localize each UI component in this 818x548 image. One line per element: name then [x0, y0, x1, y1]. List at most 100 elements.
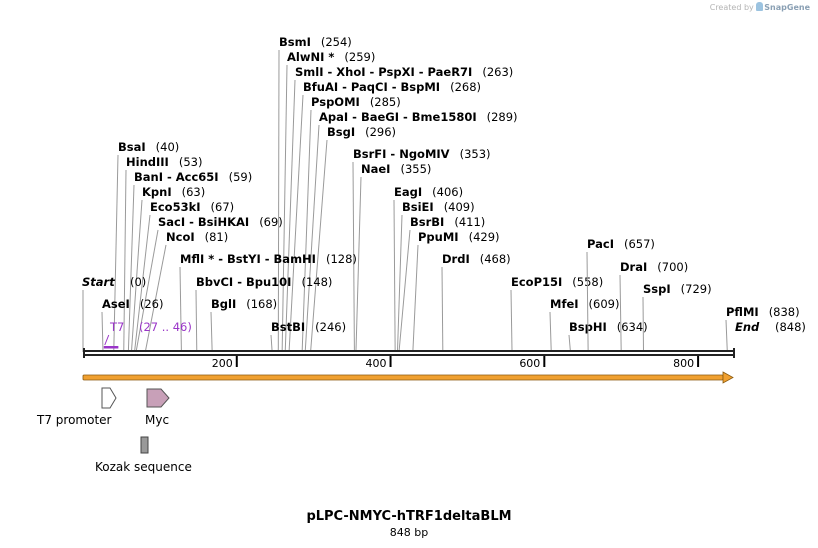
- site-name: BsrFI - NgoMIV: [353, 147, 450, 161]
- site-position: (26): [140, 297, 164, 311]
- feature-myc[interactable]: [146, 388, 170, 408]
- orf-bar: [82, 374, 724, 381]
- site-name: NcoI: [166, 230, 195, 244]
- restriction-site[interactable]: SacI - BsiHKAI (69): [158, 215, 283, 229]
- site-line: [123, 169, 127, 353]
- restriction-site[interactable]: NaeI (355): [361, 162, 431, 176]
- start-marker: Start (0): [82, 275, 146, 289]
- site-name: BsrBI: [410, 215, 444, 229]
- primer-t7[interactable]: T7 (27 .. 46): [103, 320, 192, 349]
- restriction-site[interactable]: PspOMI (285): [311, 95, 401, 109]
- site-name: BfuAI - PaqCI - BspMI: [303, 80, 440, 94]
- site-name: PpuMI: [418, 230, 459, 244]
- restriction-site[interactable]: MfeI (609): [550, 297, 619, 311]
- site-name: PflMI: [726, 305, 759, 319]
- backbone-bottom: [83, 354, 735, 356]
- site-position: (263): [482, 65, 513, 79]
- restriction-site[interactable]: BspHI (634): [569, 320, 648, 334]
- restriction-site[interactable]: EagI (406): [394, 185, 463, 199]
- site-position: (609): [589, 297, 620, 311]
- restriction-site[interactable]: BsgI (296): [327, 125, 396, 139]
- site-line: [510, 289, 513, 353]
- site-position: (168): [246, 297, 277, 311]
- site-name: NaeI: [361, 162, 390, 176]
- restriction-site[interactable]: DraI (700): [620, 260, 688, 274]
- restriction-site[interactable]: SspI (729): [643, 282, 712, 296]
- site-line: [568, 334, 571, 353]
- restriction-site[interactable]: Eco53kI (67): [150, 200, 234, 214]
- restriction-site[interactable]: BanI - Acc65I (59): [134, 170, 252, 184]
- site-line: [127, 184, 135, 353]
- restriction-site[interactable]: KpnI (63): [142, 185, 205, 199]
- site-line: [130, 199, 143, 353]
- site-name: BbvCI - Bpu10I: [196, 275, 291, 289]
- kozak-box-icon: [140, 436, 149, 454]
- site-position: (355): [400, 162, 431, 176]
- site-position: (409): [444, 200, 475, 214]
- restriction-site[interactable]: HindIII (53): [126, 155, 202, 169]
- restriction-site[interactable]: BsiEI (409): [402, 200, 475, 214]
- end-position: (848): [775, 320, 806, 334]
- start-label: Start: [82, 275, 115, 289]
- site-name: BsiEI: [402, 200, 434, 214]
- site-line: [393, 199, 396, 353]
- feature-label: Kozak sequence: [95, 460, 192, 474]
- end-label: End: [735, 320, 760, 334]
- restriction-site[interactable]: PacI (657): [587, 237, 655, 251]
- site-line: [586, 251, 589, 353]
- site-position: (268): [450, 80, 481, 94]
- restriction-site[interactable]: BsrBI (411): [410, 215, 485, 229]
- restriction-site[interactable]: NcoI (81): [166, 230, 228, 244]
- feature-kozak[interactable]: [140, 436, 149, 454]
- site-line: [277, 49, 280, 353]
- map-title: pLPC-NMYC-hTRF1deltaBLM: [306, 509, 512, 524]
- promoter-arrow-icon: [101, 387, 117, 409]
- restriction-site[interactable]: MflI * - BstYI - BamHI (128): [180, 252, 357, 266]
- orf-arrowhead: [722, 371, 734, 384]
- restriction-site[interactable]: DrdI (468): [442, 252, 511, 266]
- restriction-site[interactable]: PflMI (838): [726, 305, 800, 319]
- feature-t7-promoter[interactable]: [101, 387, 117, 409]
- site-line: [270, 334, 273, 353]
- site-name: DraI: [620, 260, 647, 274]
- restriction-site[interactable]: AseI (26): [102, 297, 163, 311]
- site-name: SspI: [643, 282, 671, 296]
- site-name: PacI: [587, 237, 614, 251]
- site-position: (634): [617, 320, 648, 334]
- axis-tick-label: 200: [212, 357, 233, 370]
- restriction-site[interactable]: PpuMI (429): [418, 230, 500, 244]
- site-line: [441, 266, 444, 353]
- site-position: (53): [179, 155, 203, 169]
- restriction-site[interactable]: BfuAI - PaqCI - BspMI (268): [303, 80, 481, 94]
- site-name: ApaI - BaeGI - Bme1580I: [319, 110, 477, 124]
- site-name: BanI - Acc65I: [134, 170, 219, 184]
- restriction-site[interactable]: BsaI (40): [118, 140, 179, 154]
- axis-tick-label: 800: [673, 357, 694, 370]
- site-line: [195, 289, 198, 353]
- map-length: 848 bp: [389, 526, 429, 539]
- snapgene-credit[interactable]: Created by SnapGene: [710, 2, 810, 12]
- restriction-site[interactable]: BglI (168): [211, 297, 277, 311]
- site-name: BsgI: [327, 125, 355, 139]
- site-line: [113, 154, 119, 353]
- restriction-site[interactable]: SmlI - XhoI - PspXI - PaeR7I (263): [295, 65, 513, 79]
- restriction-site[interactable]: BstBI (246): [271, 320, 346, 334]
- site-name: BsaI: [118, 140, 146, 154]
- restriction-site[interactable]: AlwNI * (259): [287, 50, 375, 64]
- restriction-site[interactable]: BsrFI - NgoMIV (353): [353, 147, 491, 161]
- site-position: (67): [211, 200, 235, 214]
- restriction-site[interactable]: EcoP15I(558): [511, 275, 603, 289]
- feature-label: Myc: [145, 413, 169, 427]
- restriction-site[interactable]: BsmI (254): [279, 35, 352, 49]
- site-position: (468): [480, 252, 511, 266]
- site-position: (285): [370, 95, 401, 109]
- axis-tick-label: 600: [519, 357, 540, 370]
- site-name: EcoP15I: [511, 275, 562, 289]
- restriction-site[interactable]: ApaI - BaeGI - Bme1580I (289): [319, 110, 518, 124]
- start-position: (0): [130, 275, 146, 289]
- site-line: [352, 161, 355, 353]
- restriction-site[interactable]: BbvCI - Bpu10I (148): [196, 275, 332, 289]
- site-name: SacI - BsiHKAI: [158, 215, 249, 229]
- backbone-top: [83, 350, 735, 352]
